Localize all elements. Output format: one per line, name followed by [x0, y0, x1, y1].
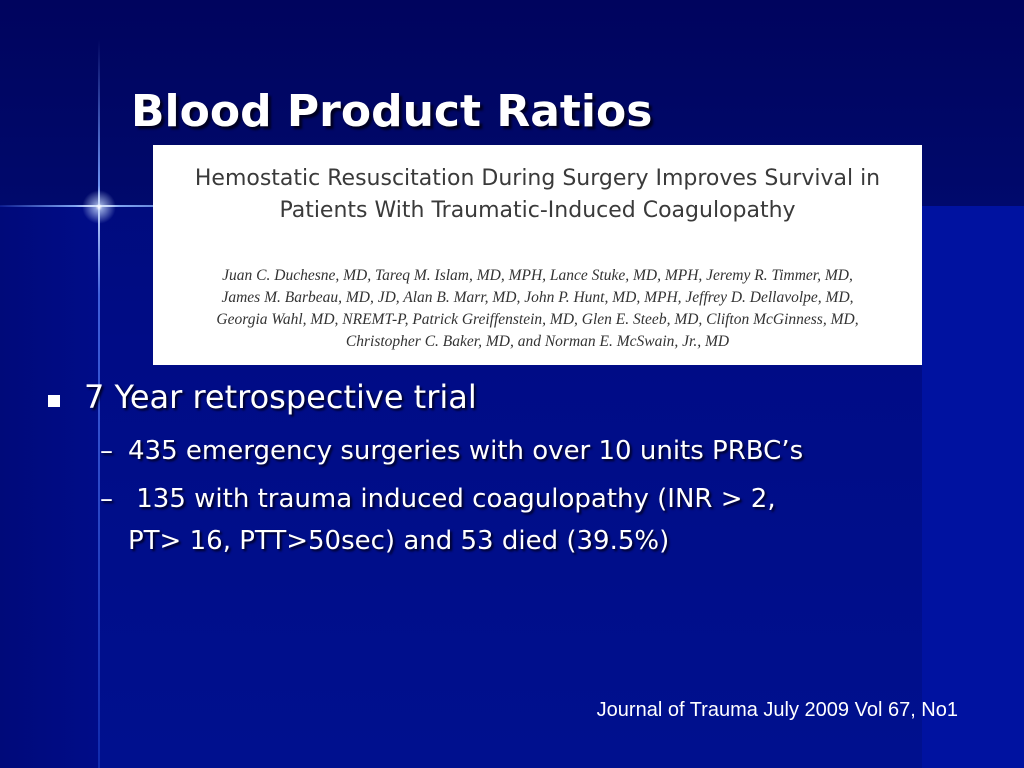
decorative-vertical-line — [98, 40, 100, 768]
sub-bullet-line: –435 emergency surgeries with over 10 un… — [100, 430, 803, 472]
sub-bullet-line: PT> 16, PTT>50sec) and 53 died (39.5%) — [128, 526, 670, 556]
sub-bullet-item: –435 emergency surgeries with over 10 un… — [100, 430, 803, 472]
sub-bullet-line: – 135 with trauma induced coagulopathy (… — [100, 478, 776, 520]
article-authors: Juan C. Duchesne, MD, Tareq M. Islam, MD… — [153, 265, 922, 353]
slide-title: Blood Product Ratios — [131, 86, 653, 137]
bullet-text: 7 Year retrospective trial — [84, 378, 477, 416]
sub-bullet-item: – 135 with trauma induced coagulopathy (… — [100, 478, 776, 562]
square-bullet-icon — [48, 395, 60, 407]
article-author-line: Georgia Wahl, MD, NREMT-P, Patrick Greif… — [216, 311, 859, 328]
background-left-band — [0, 206, 98, 768]
decorative-horizontal-line — [0, 205, 300, 207]
dash-bullet-icon: – — [100, 436, 113, 466]
citation: Journal of Trauma July 2009 Vol 67, No1 — [596, 699, 958, 721]
article-header-image: Hemostatic Resuscitation During Surgery … — [153, 145, 922, 365]
article-author-line: Christopher C. Baker, MD, and Norman E. … — [345, 333, 730, 350]
background-right-band — [922, 206, 1024, 768]
sub-bullet-text: 135 with trauma induced coagulopathy (IN… — [128, 484, 776, 514]
dash-bullet-icon: – — [100, 484, 113, 514]
article-title: Hemostatic Resuscitation During Surgery … — [153, 163, 922, 227]
article-title-line: Hemostatic Resuscitation During Surgery … — [194, 166, 881, 191]
article-author-line: James M. Barbeau, MD, JD, Alan B. Marr, … — [221, 289, 854, 306]
article-title-line: Patients With Traumatic-Induced Coagulop… — [279, 198, 796, 223]
sub-bullet-text: 435 emergency surgeries with over 10 uni… — [128, 436, 804, 466]
sparkle-icon — [82, 190, 116, 224]
article-author-line: Juan C. Duchesne, MD, Tareq M. Islam, MD… — [222, 267, 853, 284]
